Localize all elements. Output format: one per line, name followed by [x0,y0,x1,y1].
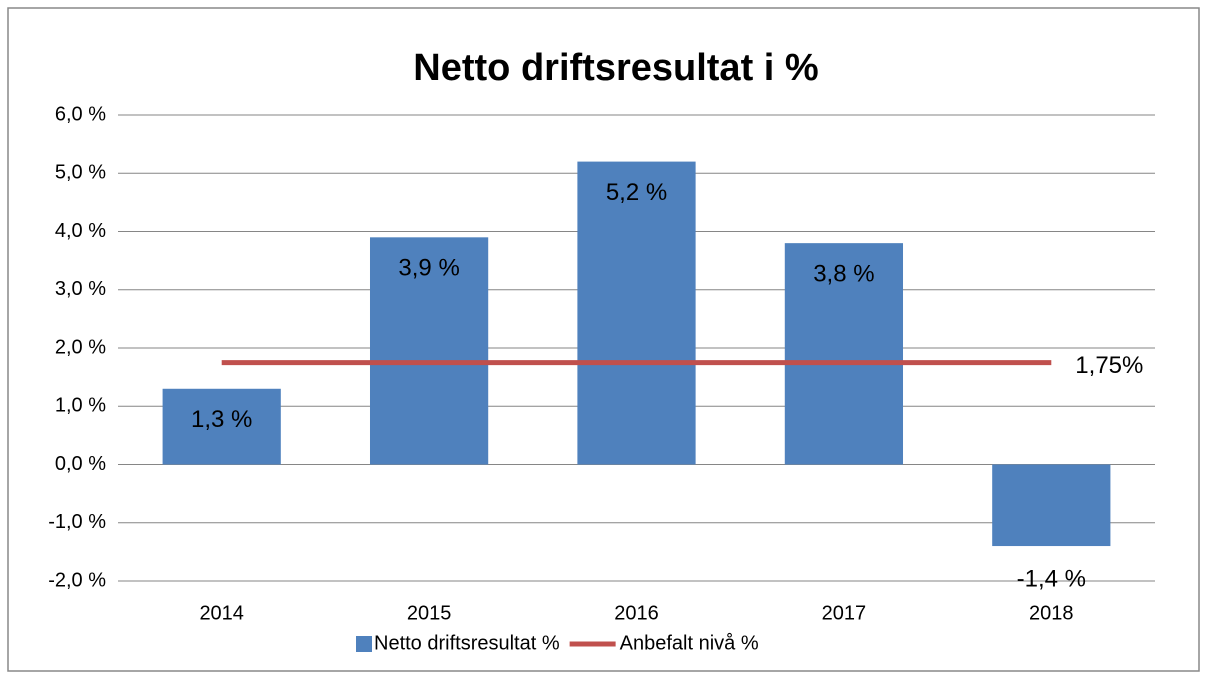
value-label: 3,8 % [813,260,874,287]
y-tick-label: 1,0 % [55,395,106,417]
y-tick-label: 2,0 % [55,336,106,358]
bar [992,464,1111,547]
value-label: -1,4 % [1017,565,1086,592]
y-tick-label: 3,0 % [55,278,106,300]
y-tick-label: -1,0 % [48,511,106,533]
x-tick-label: 2017 [822,602,867,624]
bar [162,388,281,465]
legend-label: Anbefalt nivå % [620,632,759,654]
y-tick-label: -2,0 % [48,569,106,591]
y-tick-label: 4,0 % [55,220,106,242]
x-tick-label: 2016 [614,602,659,624]
y-tick-label: 0,0 % [55,453,106,475]
y-tick-label: 5,0 % [55,162,106,184]
legend-swatch [356,636,372,652]
bar [784,243,904,465]
bar [577,161,696,465]
value-label: 3,9 % [398,255,459,282]
legend-label: Netto driftsresultat % [374,632,560,654]
y-tick-label: 6,0 % [55,103,106,125]
x-tick-label: 2015 [407,602,452,624]
x-tick-label: 2018 [1029,602,1074,624]
x-tick-label: 2014 [199,602,244,624]
chart-title: Netto driftsresultat i % [413,47,818,89]
value-label: 1,75% [1075,352,1143,379]
bar [369,237,489,465]
value-label: 1,3 % [191,406,252,433]
value-label: 5,2 % [606,179,667,206]
